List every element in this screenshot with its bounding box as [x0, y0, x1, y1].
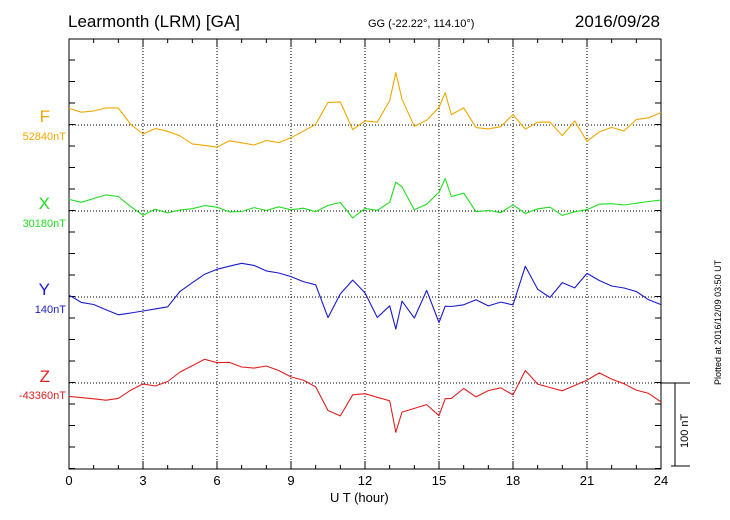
plot-frame: [68, 38, 662, 470]
series-x-baseline: 30180nT: [22, 218, 66, 230]
series-z-baseline: -43360nT: [18, 390, 66, 402]
x-tick-label-18: 18: [506, 473, 520, 488]
x-tick-label-6: 6: [213, 473, 220, 488]
series-line-x: [68, 177, 662, 219]
date-label: 2016/09/28: [574, 12, 660, 31]
x-tick-label-9: 9: [287, 473, 294, 488]
series-f-name: F: [39, 107, 50, 126]
series-line-y: [68, 262, 662, 330]
x-tick-label-21: 21: [580, 473, 594, 488]
series-y-baseline: 140nT: [34, 304, 66, 316]
x-tick-label-12: 12: [358, 473, 372, 488]
series-x-name: X: [38, 194, 50, 213]
station-title: Learmonth (LRM) [GA]: [68, 12, 240, 31]
series-z-name: Z: [39, 367, 50, 386]
x-tick-label-15: 15: [432, 473, 446, 488]
series-y-name: Y: [38, 280, 50, 299]
x-tick-label-24: 24: [654, 473, 668, 488]
x-tick-label-3: 3: [139, 473, 146, 488]
geo-coordinates: GG (-22.22°, 114.10°): [368, 18, 475, 30]
series-f-baseline: 52840nT: [22, 131, 66, 143]
series-line-f: [68, 71, 662, 148]
series-line-z: [68, 358, 662, 433]
x-axis-label: U T (hour): [330, 490, 389, 505]
x-tick-label-0: 0: [65, 473, 72, 488]
